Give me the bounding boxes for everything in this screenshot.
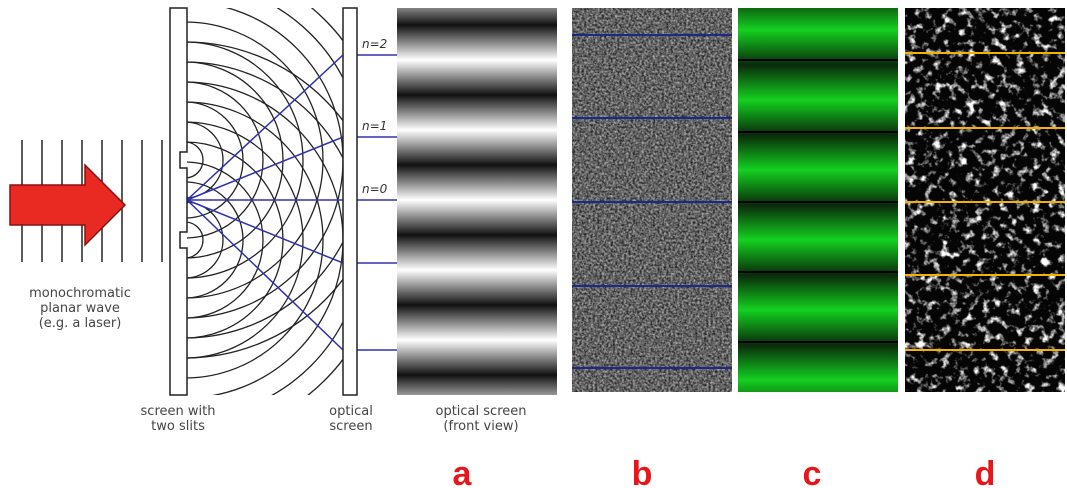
front-view-label: (front view): [443, 419, 518, 434]
panel-d-noise: [905, 8, 1065, 392]
front-view-label: optical screen: [436, 404, 527, 419]
source-label: monochromatic: [29, 286, 131, 301]
panel-label: a: [453, 455, 473, 488]
optical-screen: [343, 8, 357, 395]
slit-screen-label: screen with: [141, 404, 216, 419]
screen-label: screen: [329, 419, 372, 434]
panel-label: d: [975, 455, 996, 488]
panel-c: [738, 8, 898, 392]
wavefront: [0, 42, 383, 438]
panel-label: c: [803, 455, 822, 488]
laser-arrow: [10, 165, 125, 245]
screen-label: optical: [329, 404, 373, 419]
source-label: (e.g. a laser): [39, 316, 122, 331]
front-view: [397, 8, 557, 395]
source-label: planar wave: [40, 301, 120, 316]
slit-screen-label: two slits: [151, 419, 205, 434]
order-label: n=0: [362, 182, 388, 196]
slit-screen: [170, 8, 187, 395]
order-label: n=2: [362, 37, 387, 51]
order-label: n=1: [362, 119, 387, 133]
panel-b-noise: [572, 8, 732, 392]
diagram: n=2 n=1 n=0 monochromatic planar wave (e…: [0, 0, 1067, 488]
panel-label: b: [632, 455, 653, 488]
